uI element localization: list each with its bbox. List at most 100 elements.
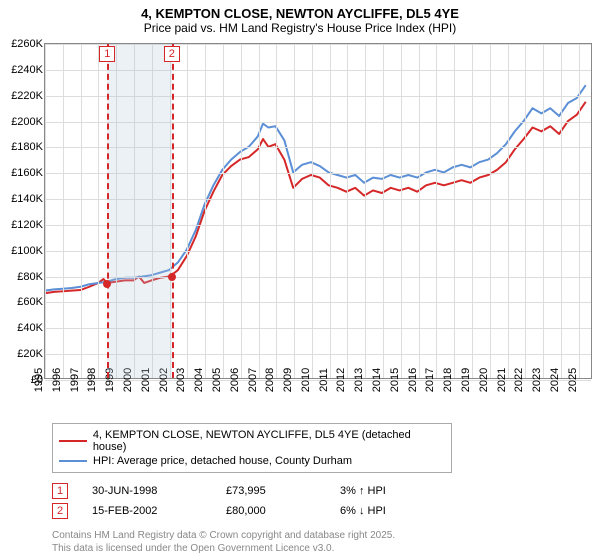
shaded-band [107,44,172,378]
y-tick-label: £200K [11,116,43,128]
y-tick-label: £60K [17,296,43,308]
gridline-v [98,44,99,378]
x-tick-label: 2011 [318,368,330,392]
gridline-v [330,44,331,378]
footer-line2: This data is licensed under the Open Gov… [52,542,600,555]
x-tick-label: 2015 [389,368,401,392]
gridline-v [365,44,366,378]
x-tick-label: 2020 [478,368,490,392]
x-tick-label: 1996 [51,368,63,392]
event-number-box: 1 [52,483,68,499]
y-tick-label: £80K [17,271,43,283]
x-tick-label: 2025 [567,368,579,392]
gridline-v [579,44,580,378]
legend-row: HPI: Average price, detached house, Coun… [59,454,445,468]
legend: 4, KEMPTON CLOSE, NEWTON AYCLIFFE, DL5 4… [52,423,452,473]
gridline-v [205,44,206,378]
gridline-v [472,44,473,378]
gridline-v [347,44,348,378]
y-tick-label: £220K [11,90,43,102]
x-tick-label: 1995 [33,368,45,392]
x-tick-label: 2014 [371,368,383,392]
gridline-v [241,44,242,378]
gridline-v [419,44,420,378]
y-tick-label: £140K [11,193,43,205]
gridline-v [294,44,295,378]
gridline-v [490,44,491,378]
gridline-v [312,44,313,378]
legend-label: 4, KEMPTON CLOSE, NEWTON AYCLIFFE, DL5 4… [93,429,445,453]
gridline-v [401,44,402,378]
event-table-row: 2 15-FEB-2002 £80,000 6% ↓ HPI [52,501,600,521]
title-line2: Price paid vs. HM Land Registry's House … [0,21,600,35]
event-point-marker [103,280,111,288]
x-tick-label: 2021 [495,368,507,392]
event-line [107,44,109,378]
event-price: £73,995 [226,485,316,497]
plot-area: £0£20K£40K£60K£80K£100K£120K£140K£160K£1… [44,43,592,379]
gridline-v [383,44,384,378]
event-date: 30-JUN-1998 [92,485,202,497]
gridline-v [436,44,437,378]
gridline-v [525,44,526,378]
event-delta: 6% ↓ HPI [340,505,386,517]
legend-swatch [59,460,87,462]
x-tick-label: 2006 [228,368,240,392]
legend-swatch [59,440,87,442]
y-tick-label: £40K [17,322,43,334]
gridline-v [561,44,562,378]
x-tick-label: 2019 [460,368,472,392]
gridline-v [276,44,277,378]
events-table: 1 30-JUN-1998 £73,995 3% ↑ HPI 2 15-FEB-2002 £… [52,481,600,521]
legend-label: HPI: Average price, detached house, Coun… [93,455,352,467]
x-tick-label: 2008 [264,368,276,392]
chart: £0£20K£40K£60K£80K£100K£120K£140K£160K£1… [0,37,600,417]
x-tick-label: 2018 [442,368,454,392]
gridline-v [259,44,260,378]
gridline-v [543,44,544,378]
gridline-v [45,44,46,378]
y-tick-label: £160K [11,167,43,179]
footer-line1: Contains HM Land Registry data © Crown c… [52,529,600,542]
gridline-v [81,44,82,378]
x-tick-label: 2022 [513,368,525,392]
gridline-v [454,44,455,378]
chart-title: 4, KEMPTON CLOSE, NEWTON AYCLIFFE, DL5 4… [0,0,600,37]
x-tick-label: 2012 [335,368,347,392]
event-line [172,44,174,378]
event-price: £80,000 [226,505,316,517]
x-tick-label: 2005 [211,368,223,392]
legend-row: 4, KEMPTON CLOSE, NEWTON AYCLIFFE, DL5 4… [59,428,445,454]
y-tick-label: £120K [11,219,43,231]
event-number-box: 2 [52,503,68,519]
gridline-v [223,44,224,378]
y-tick-label: £240K [11,64,43,76]
x-tick-label: 2024 [549,368,561,392]
x-tick-label: 1998 [86,368,98,392]
x-tick-label: 2010 [300,368,312,392]
gridline-v [187,44,188,378]
y-tick-label: £260K [11,38,43,50]
event-date: 15-FEB-2002 [92,505,202,517]
y-tick-label: £100K [11,245,43,257]
x-tick-label: 2017 [424,368,436,392]
x-tick-label: 2003 [175,368,187,392]
x-tick-label: 2016 [406,368,418,392]
event-marker-box: 1 [99,46,115,62]
gridline-v [63,44,64,378]
x-tick-label: 1997 [68,368,80,392]
title-line1: 4, KEMPTON CLOSE, NEWTON AYCLIFFE, DL5 4… [0,6,600,21]
event-point-marker [168,273,176,281]
x-tick-label: 2009 [282,368,294,392]
x-tick-label: 2007 [246,368,258,392]
x-tick-label: 2004 [193,368,205,392]
gridline-v [508,44,509,378]
footer-note: Contains HM Land Registry data © Crown c… [52,529,600,555]
event-table-row: 1 30-JUN-1998 £73,995 3% ↑ HPI [52,481,600,501]
x-tick-label: 2023 [531,368,543,392]
event-delta: 3% ↑ HPI [340,485,386,497]
y-tick-label: £180K [11,141,43,153]
y-tick-label: £20K [17,348,43,360]
event-marker-box: 2 [164,46,180,62]
x-tick-label: 2013 [353,368,365,392]
